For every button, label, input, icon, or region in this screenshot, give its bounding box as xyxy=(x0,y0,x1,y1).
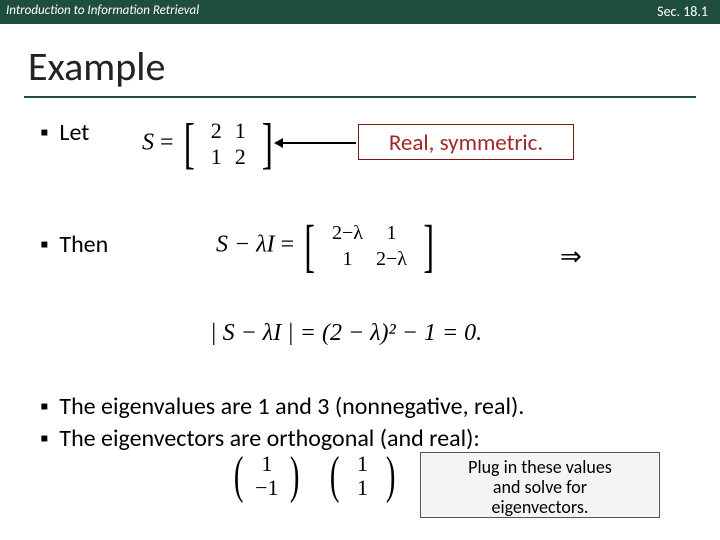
callout-real-symmetric: Real, symmetric. xyxy=(358,124,574,160)
header-bar: Introduction to Information Retrieval Se… xyxy=(0,0,720,24)
callout2-line3: eigenvectors. xyxy=(421,497,659,517)
bullet-let-text: Let xyxy=(59,118,89,147)
bullet-icon: ▪ xyxy=(40,231,49,258)
then-eq-values: 2−λ1 12−λ xyxy=(325,220,413,272)
open-bracket-icon: [ xyxy=(304,220,315,272)
bullet-icon: ▪ xyxy=(40,119,49,146)
bullet-icon: ▪ xyxy=(40,425,49,452)
implies-symbol: ⇒ xyxy=(560,242,582,272)
bullet-then-text: Then xyxy=(59,230,108,259)
close-paren-icon: ) xyxy=(386,452,396,500)
callout-plug-in: Plug in these values and solve for eigen… xyxy=(420,452,660,518)
vector-2: 1 1 xyxy=(348,452,376,500)
matrix-s-lhs: S xyxy=(142,130,154,156)
close-bracket-icon: ] xyxy=(262,119,273,169)
matrix-s-values: 21 12 xyxy=(204,118,252,170)
title-underline xyxy=(24,96,696,98)
matrix-s-equation: S = [ 21 12 ] xyxy=(142,118,277,170)
bullet-then: ▪ Then xyxy=(40,230,108,259)
bullet-eigenvectors-text: The eigenvectors are orthogonal (and rea… xyxy=(59,424,479,453)
callout2-line1: Plug in these values xyxy=(421,457,659,477)
bullet-eigenvalues-text: The eigenvalues are 1 and 3 (nonnegative… xyxy=(59,392,524,421)
open-paren-icon: ( xyxy=(234,452,244,500)
bullet-eigenvalues: ▪ The eigenvalues are 1 and 3 (nonnegati… xyxy=(40,392,524,421)
bullet-icon: ▪ xyxy=(40,393,49,420)
bullet-let: ▪ Let xyxy=(40,118,89,147)
open-paren-icon: ( xyxy=(330,452,340,500)
page-title: Example xyxy=(28,42,165,91)
header-right-text: Sec. 18.1 xyxy=(657,3,708,20)
open-bracket-icon: [ xyxy=(183,119,194,169)
vector-1: 1 −1 xyxy=(253,452,281,500)
close-bracket-icon: ] xyxy=(424,220,435,272)
arrow-left-icon xyxy=(282,142,356,144)
then-equation: S − λI = [ 2−λ1 12−λ ] xyxy=(216,220,439,272)
bullet-eigenvectors: ▪ The eigenvectors are orthogonal (and r… xyxy=(40,424,480,453)
then-eq-lhs: S − λI xyxy=(216,232,275,258)
eigenvector-pair: ( 1 −1 ) ( 1 1 ) xyxy=(230,452,399,500)
close-paren-icon: ) xyxy=(290,452,300,500)
determinant-equation: | S − λI | = (2 − λ)² − 1 = 0. xyxy=(210,320,482,347)
callout2-line2: and solve for xyxy=(421,477,659,497)
header-left-text: Introduction to Information Retrieval xyxy=(6,3,199,18)
